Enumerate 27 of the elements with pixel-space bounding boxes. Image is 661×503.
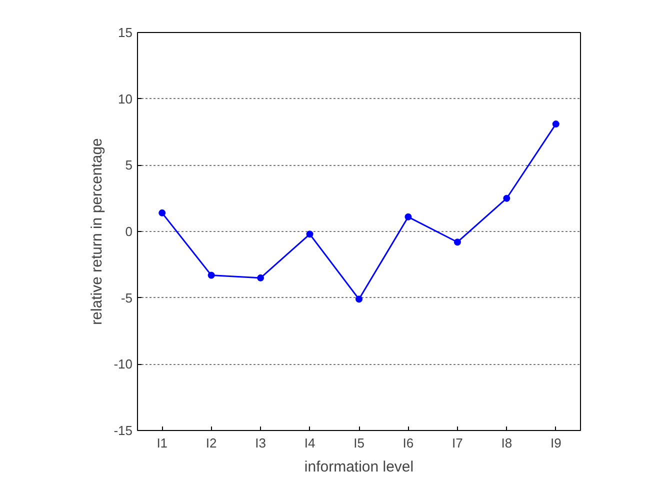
point	[257, 274, 264, 282]
x-tick-label: I5	[354, 436, 364, 450]
x-tick-label: I4	[304, 436, 316, 450]
point	[552, 120, 560, 128]
x-tick-label: I1	[156, 436, 168, 450]
x-tick-label: I7	[452, 436, 463, 450]
point	[158, 209, 166, 216]
y-tick-label: -5	[120, 290, 133, 306]
y-tick-label: 10	[118, 91, 133, 106]
y-tick-label: 15	[118, 25, 133, 40]
point	[404, 213, 412, 220]
x-tick-label: I3	[255, 436, 266, 450]
point	[208, 272, 215, 279]
x-tick-label: I2	[206, 436, 217, 450]
point	[356, 296, 362, 303]
x-tick-label: I8	[501, 436, 512, 450]
point	[454, 238, 461, 246]
x-tick-label: I9	[550, 436, 562, 450]
y-tick-label: -10	[114, 356, 133, 372]
point	[306, 230, 314, 238]
x-axis-title: information level	[304, 458, 414, 476]
y-axis-title: relative return in percentage	[88, 138, 106, 325]
y-tick-label: 0	[125, 224, 133, 239]
y-tick-label: -15	[114, 423, 133, 438]
x-tick-label: I6	[402, 436, 414, 450]
y-tick-label: 5	[125, 158, 133, 173]
point	[503, 194, 510, 202]
